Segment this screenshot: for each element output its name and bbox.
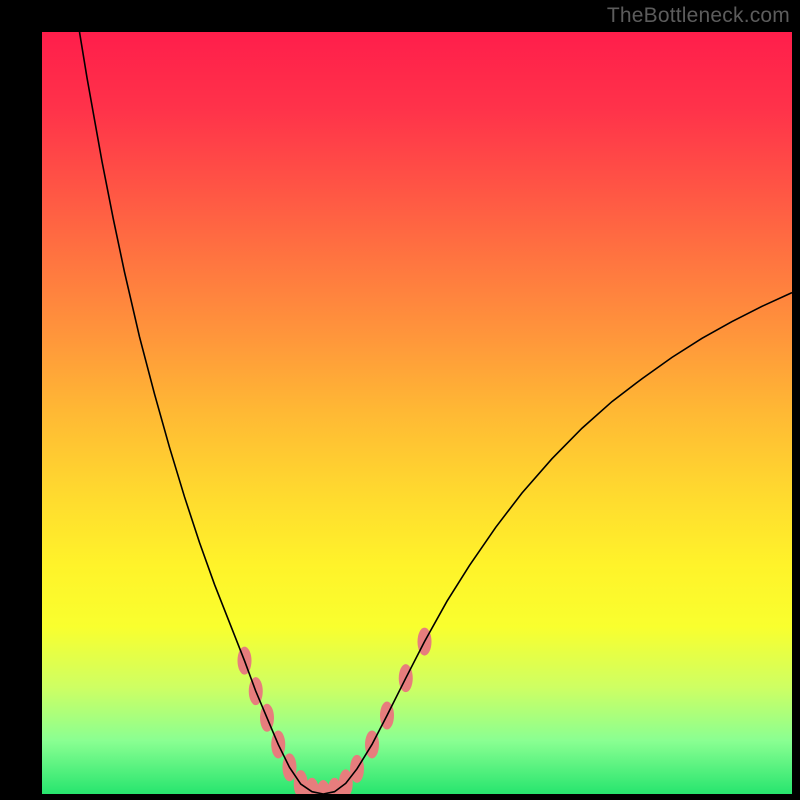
- chart-canvas: TheBottleneck.com: [0, 0, 800, 800]
- gradient-background: [42, 32, 792, 794]
- bottleneck-curve-chart: [0, 0, 800, 800]
- watermark-text: TheBottleneck.com: [607, 4, 790, 28]
